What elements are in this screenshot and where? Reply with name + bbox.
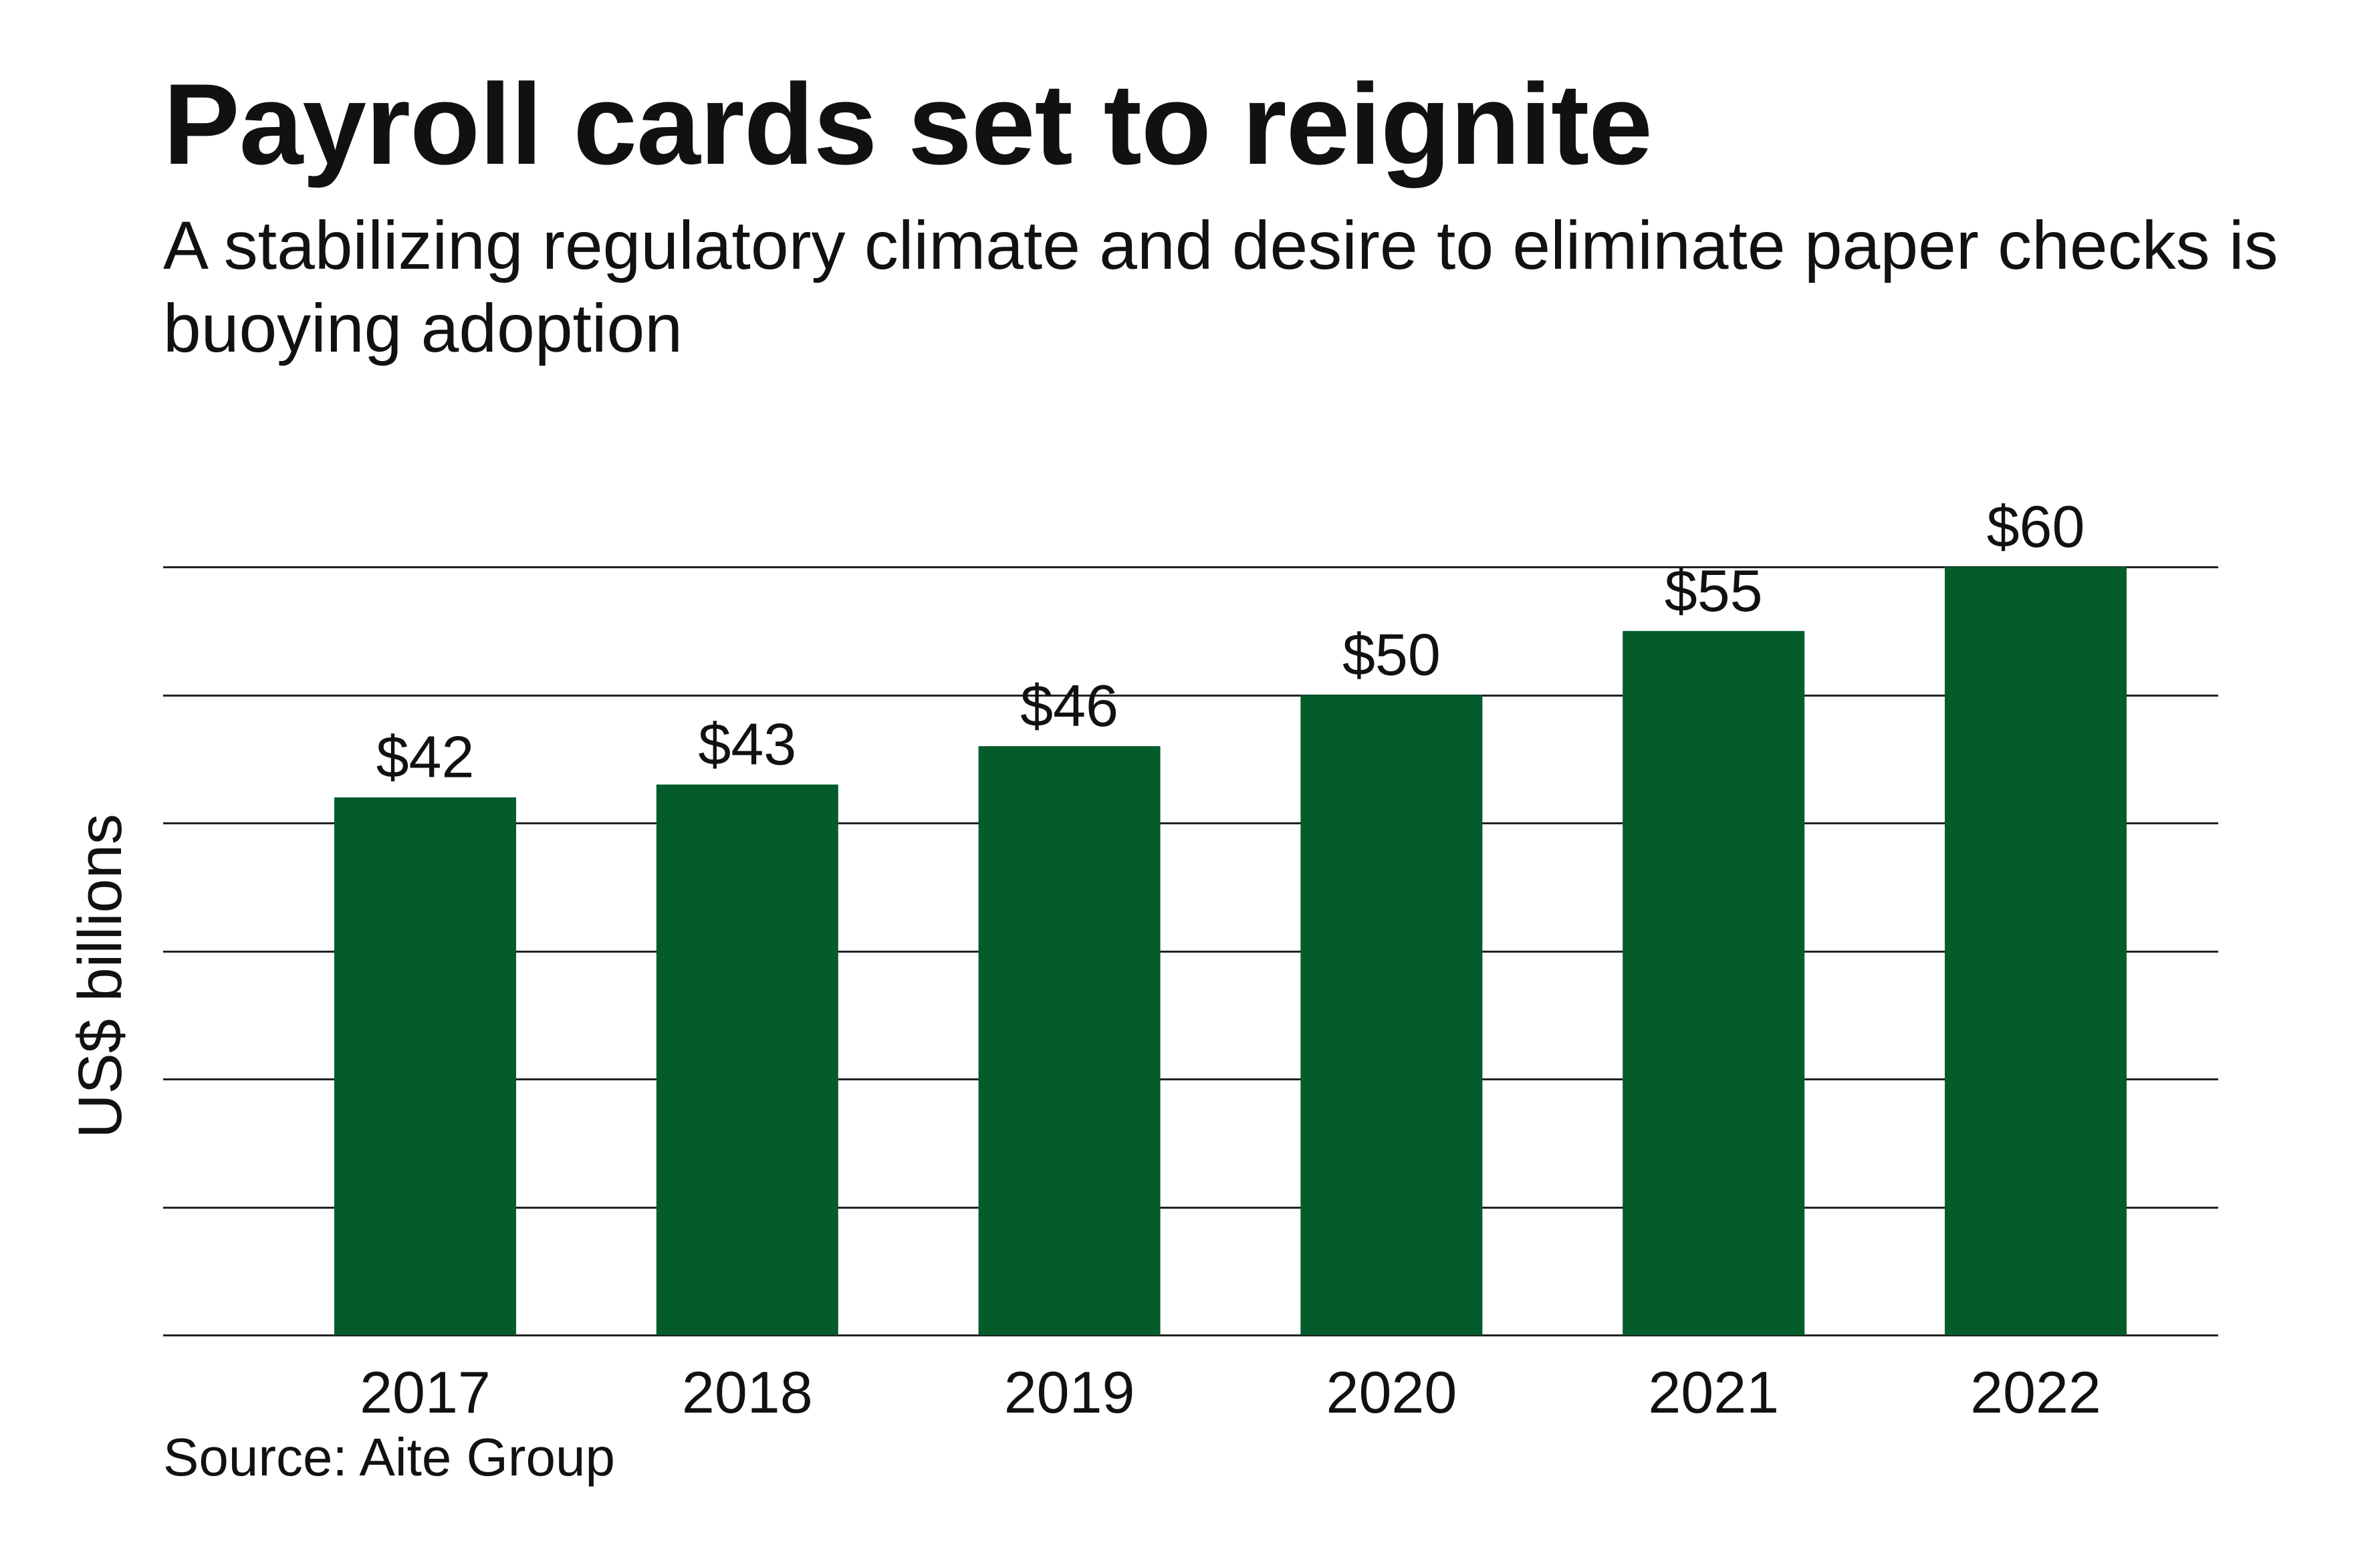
- bar-2022: [1945, 567, 2127, 1335]
- bar-2018: [656, 784, 838, 1335]
- x-tick-label-2017: 2017: [360, 1359, 491, 1425]
- x-tick-label-2020: 2020: [1326, 1359, 1457, 1425]
- value-label-2017: $42: [376, 724, 475, 790]
- bars: [334, 567, 2127, 1336]
- value-labels: $42 $43 $46 $50 $55 $60: [376, 493, 2085, 790]
- value-label-2021: $55: [1665, 558, 1763, 624]
- bar-2019: [978, 746, 1161, 1335]
- value-label-2022: $60: [1987, 493, 2085, 560]
- x-tick-label-2018: 2018: [682, 1359, 813, 1425]
- bar-2017: [334, 797, 516, 1335]
- bar-2020: [1300, 695, 1483, 1335]
- x-tick-label-2022: 2022: [1970, 1359, 2101, 1425]
- x-tick-labels: 2017 2018 2019 2020 2021 2022: [360, 1359, 2101, 1425]
- bar-2021: [1623, 630, 1805, 1336]
- source-note: Source: Aite Group: [163, 1427, 615, 1487]
- value-label-2018: $43: [698, 711, 796, 778]
- x-tick-label-2019: 2019: [1004, 1359, 1135, 1425]
- value-label-2019: $46: [1020, 673, 1118, 739]
- chart-title: Payroll cards set to reignite: [163, 60, 1653, 189]
- x-tick-label-2021: 2021: [1648, 1359, 1779, 1425]
- chart-subtitle: A stabilizing regulatory climate and des…: [163, 207, 2278, 366]
- value-label-2020: $50: [1342, 622, 1441, 688]
